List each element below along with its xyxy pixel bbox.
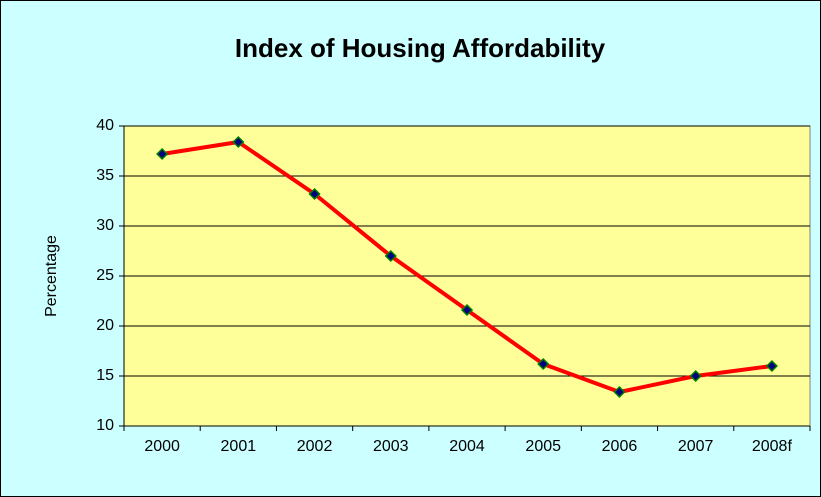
y-tick-label: 15	[96, 367, 114, 384]
data-point	[308, 187, 321, 201]
y-tick-label: 25	[96, 267, 114, 284]
x-tick-label: 2004	[449, 438, 485, 455]
y-tick-label: 20	[96, 317, 114, 334]
x-tick-label: 2008f	[752, 438, 793, 455]
y-tick-label: 40	[96, 117, 114, 134]
data-point	[384, 249, 397, 263]
data-point	[232, 135, 245, 149]
data-point	[689, 369, 702, 383]
x-tick-label: 2000	[144, 438, 180, 455]
x-tick-label: 2001	[221, 438, 257, 455]
data-point	[613, 385, 626, 399]
data-point	[460, 303, 474, 317]
x-tick-label: 2003	[373, 438, 409, 455]
y-tick-label: 35	[96, 167, 114, 184]
y-tick-label: 10	[96, 417, 114, 434]
chart-title: Index of Housing Affordability	[235, 33, 606, 63]
data-point	[537, 357, 550, 371]
x-tick-label: 2007	[678, 438, 714, 455]
x-tick-label: 2006	[602, 438, 638, 455]
y-tick-label: 30	[96, 217, 114, 234]
x-tick-label: 2002	[297, 438, 333, 455]
x-tick-label: 2005	[525, 438, 561, 455]
data-point	[765, 359, 778, 373]
y-axis-label: Percentage	[43, 235, 60, 317]
data-point	[156, 147, 169, 161]
